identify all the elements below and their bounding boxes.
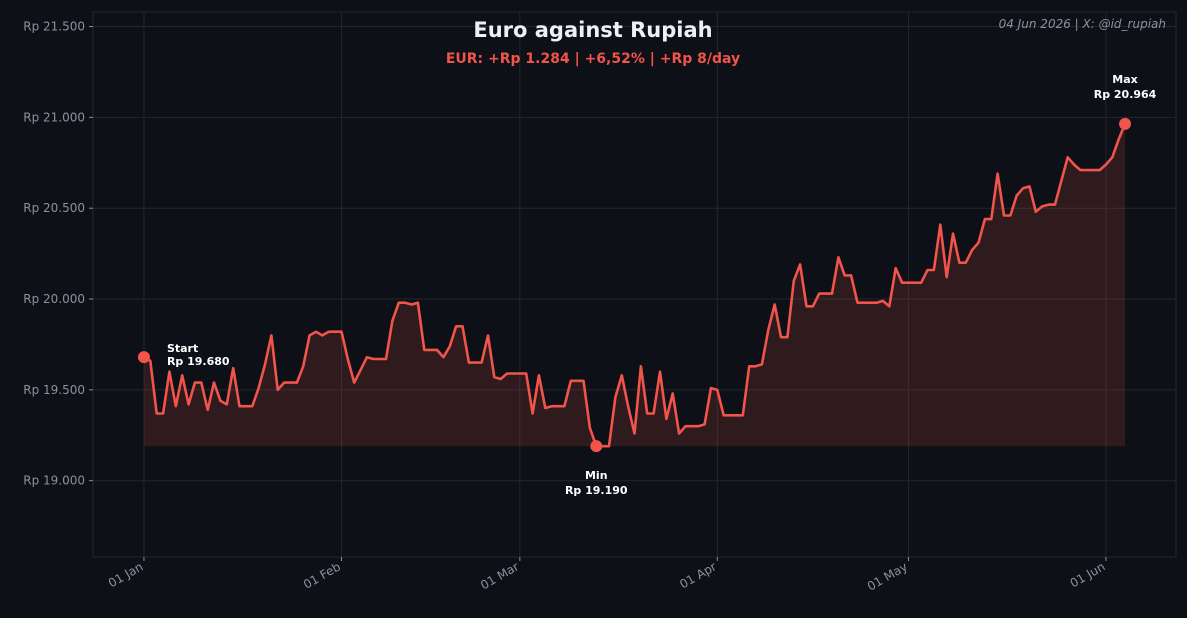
- annotation-value-start: Rp 19.680: [167, 355, 230, 368]
- annotation-label-start: Start: [167, 342, 198, 355]
- y-tick-label: Rp 20.000: [23, 292, 85, 306]
- y-axis: Rp 19.000 Rp 19.500 Rp 20.000 Rp 20.500 Rp 2…: [23, 20, 93, 488]
- annotation-value-max: Rp 20.964: [1094, 88, 1157, 101]
- series-line-eur: [143, 123, 1127, 448]
- chart-title: Euro against Rupiah: [473, 18, 712, 42]
- grid-lines: [93, 12, 1176, 557]
- annotation-point-max: [1119, 117, 1132, 130]
- plot-frame: [92, 11, 1177, 558]
- y-tick-label: Rp 19.500: [23, 383, 85, 397]
- y-tick-label: Rp 21.500: [23, 20, 85, 34]
- chart-subtitle: EUR: +Rp 1.284 | +6,52% | +Rp 8/day: [446, 51, 740, 67]
- annotation-value-min: Rp 19.190: [565, 484, 628, 497]
- y-tick-label: Rp 19.000: [23, 474, 85, 488]
- series-area-fill: [144, 123, 1125, 447]
- y-tick-label: Rp 21.000: [23, 110, 85, 124]
- annotation-label-max: Max: [1112, 73, 1137, 86]
- annotation-label-min: Min: [585, 469, 608, 482]
- y-tick-label: Rp 20.500: [23, 201, 85, 215]
- annotation-point-start: [137, 351, 150, 364]
- credit-text: 04 Jun 2026 | X: @id_rupiah: [999, 17, 1166, 31]
- annotation-point-min: [590, 440, 603, 453]
